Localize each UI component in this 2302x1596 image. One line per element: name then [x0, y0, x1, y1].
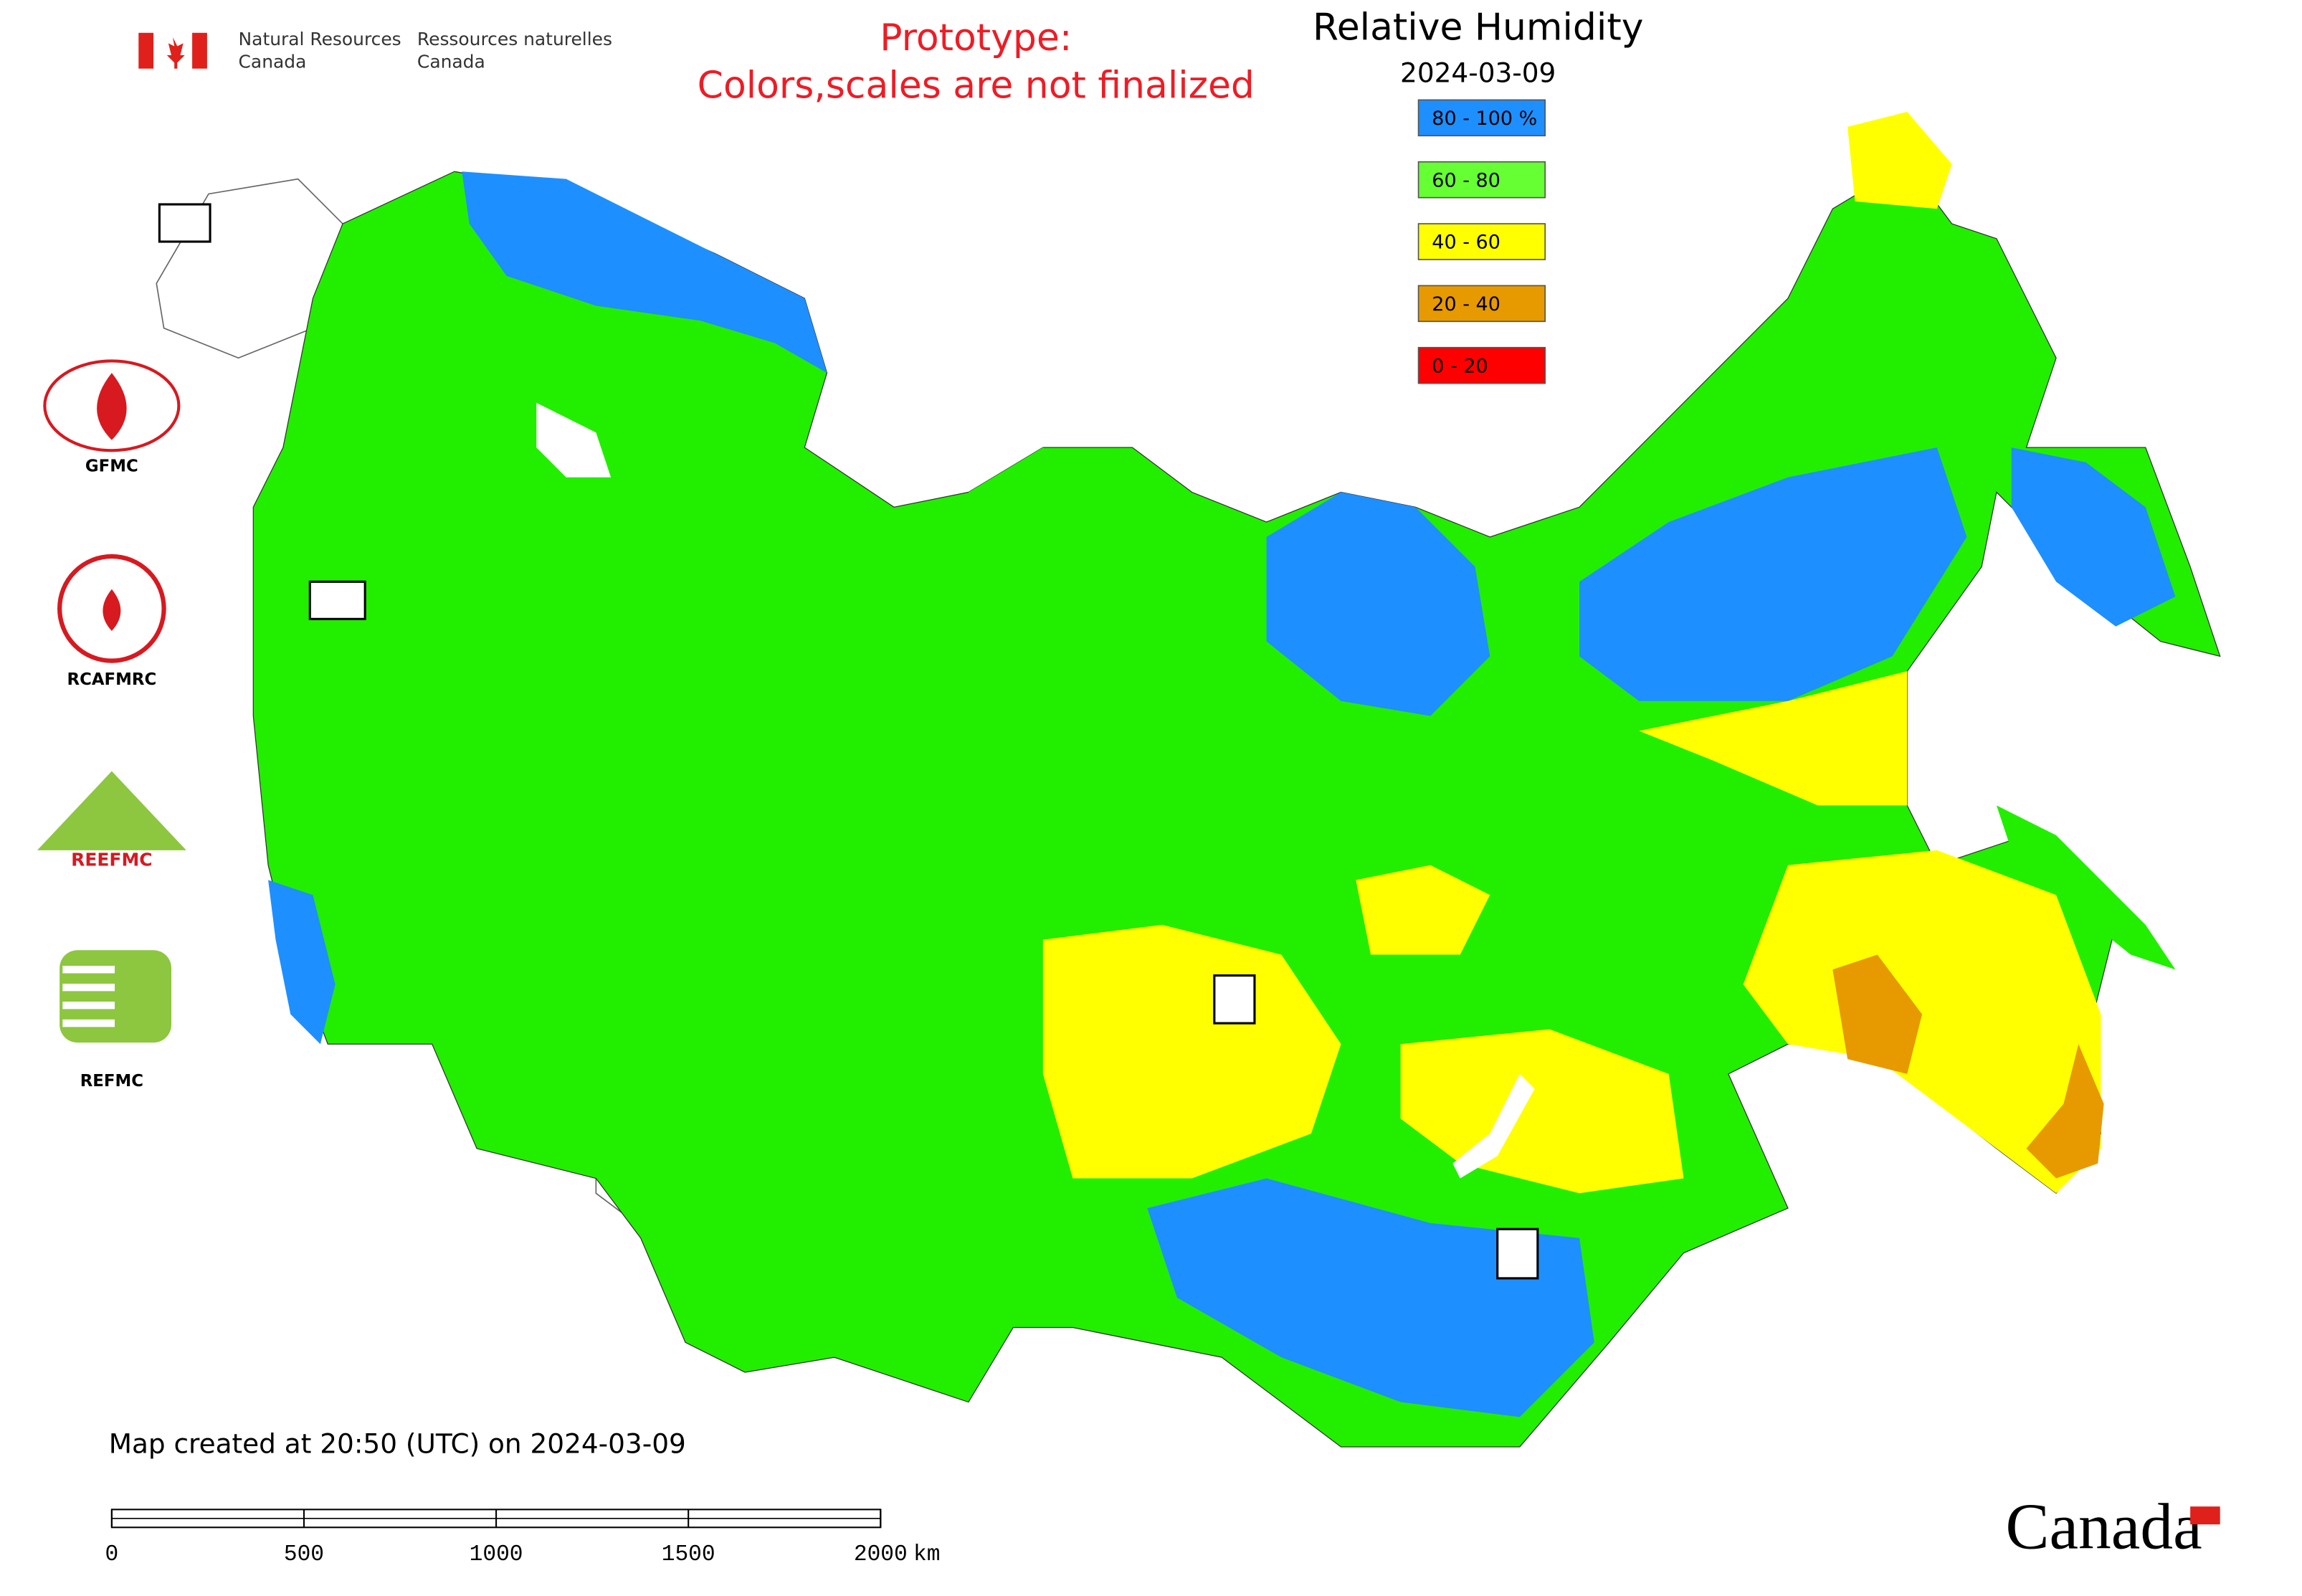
scale-bar: 0 500 1000 1500 2000 km	[105, 1509, 940, 1567]
logo-label: REFMC	[80, 1072, 143, 1091]
scale-label: 500	[284, 1542, 324, 1567]
legend-label: 40 - 60	[1432, 232, 1500, 254]
humidity-40-60	[1847, 112, 1952, 209]
legend-swatch	[1417, 161, 1546, 199]
legend-label: 0 - 20	[1432, 355, 1488, 377]
rcafmrc-flame	[103, 589, 121, 631]
logo-label: REEFMC	[71, 849, 152, 870]
legend-swatch	[1417, 99, 1546, 137]
scale-unit: km	[913, 1542, 940, 1567]
created-note: Map created at 20:50 (UTC) on 2024-03-09	[109, 1428, 686, 1459]
scale-label: 2000	[854, 1542, 908, 1567]
refmc-stripes	[62, 966, 115, 1027]
agency-en: Natural Resources	[239, 29, 401, 49]
map-logo-reefmc	[308, 580, 366, 620]
humidity-80-100	[268, 880, 336, 1045]
humidity-80-100	[1147, 1178, 1594, 1417]
refmc-logo	[60, 950, 172, 1043]
lake	[1452, 1073, 1535, 1179]
humidity-80-100	[1579, 447, 1967, 701]
humidity-80-100	[462, 171, 827, 374]
gfmc-logo	[43, 359, 181, 452]
humidity-40-60	[1639, 671, 1908, 806]
legend-date: 2024-03-09	[1400, 57, 1556, 89]
legend: 80 - 100 % 60 - 80 40 - 60 20 - 40 0 - 20	[1417, 99, 1546, 384]
notice: Prototype:	[880, 16, 1072, 60]
flag-bar	[138, 32, 154, 69]
agency-en: Canada	[239, 51, 307, 72]
partner-logos: GFMC RCAFMRC REEFMC REFMC	[37, 359, 186, 1091]
logo-label: RCAFMRC	[67, 670, 156, 689]
map-logo-refmc	[1213, 974, 1256, 1025]
humidity-40-60	[1042, 924, 1341, 1179]
flag-bar	[192, 32, 207, 69]
legend-label: 80 - 100 %	[1432, 108, 1537, 130]
legend-swatch	[1417, 346, 1546, 384]
scale-label: 1500	[662, 1542, 715, 1567]
agency-fr: Ressources naturelles	[417, 29, 612, 49]
humidity-40-60	[1356, 865, 1490, 955]
scale-label: 0	[105, 1542, 119, 1567]
lake	[536, 402, 612, 478]
gfmc-flame	[97, 373, 127, 440]
legend-swatch	[1417, 285, 1546, 323]
legend-title: Relative Humidity	[1313, 6, 1644, 49]
legend-label: 60 - 80	[1432, 169, 1500, 191]
map-logo-gfmc	[158, 203, 211, 243]
reefmc-logo	[37, 771, 186, 850]
canada-wordmark: Canada	[2005, 1490, 2202, 1563]
legend-label: 20 - 40	[1432, 293, 1500, 315]
novaya-zemlya	[968, 447, 1103, 537]
maple-leaf	[166, 37, 185, 69]
humidity-80-100	[2011, 447, 2176, 627]
notice: Colors,scales are not finalized	[698, 65, 1255, 108]
agency-fr: Canada	[417, 51, 485, 72]
humidity-20-40	[2026, 1044, 2104, 1179]
humidity-80-100	[1266, 492, 1490, 716]
legend-swatch	[1417, 223, 1546, 260]
agency-signature: Natural Resources Canada Ressources natu…	[138, 29, 612, 72]
map-logo-rcafmrc	[1496, 1227, 1539, 1280]
logo-label: GFMC	[85, 457, 138, 476]
humidity-40-60	[1743, 850, 2101, 1194]
wordmark-flag	[2190, 1506, 2220, 1525]
scale-label: 1000	[470, 1542, 523, 1567]
sakhalin	[1996, 805, 2176, 970]
humidity-field	[252, 112, 2221, 1448]
